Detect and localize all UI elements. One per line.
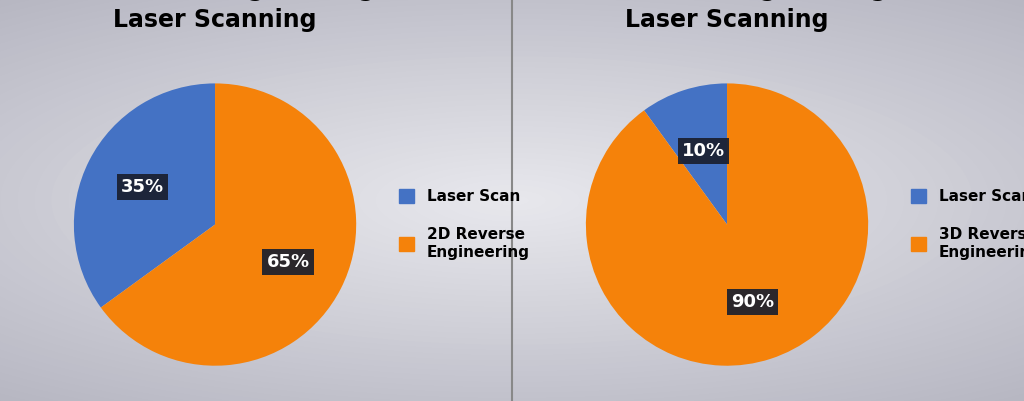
Legend: Laser Scan, 2D Reverse
Engineering: Laser Scan, 2D Reverse Engineering: [399, 189, 529, 260]
Ellipse shape: [136, 83, 888, 318]
Wedge shape: [644, 83, 727, 225]
Ellipse shape: [102, 72, 922, 329]
Legend: Laser Scan, 3D Reverse
Engineering: Laser Scan, 3D Reverse Engineering: [911, 189, 1024, 260]
Text: 10%: 10%: [682, 142, 725, 160]
Ellipse shape: [307, 136, 717, 265]
Ellipse shape: [273, 126, 751, 275]
Ellipse shape: [427, 174, 597, 227]
Ellipse shape: [495, 195, 529, 206]
Ellipse shape: [0, 8, 1024, 393]
Ellipse shape: [0, 35, 1024, 366]
Ellipse shape: [256, 120, 768, 281]
Ellipse shape: [34, 51, 990, 350]
Title: 2D Reverse Engineering
Laser Scanning: 2D Reverse Engineering Laser Scanning: [55, 0, 375, 32]
Ellipse shape: [222, 109, 802, 292]
Wedge shape: [100, 83, 356, 366]
Ellipse shape: [51, 56, 973, 345]
Ellipse shape: [0, 3, 1024, 398]
Ellipse shape: [341, 147, 683, 254]
Ellipse shape: [171, 93, 853, 308]
Text: 35%: 35%: [121, 178, 164, 196]
Ellipse shape: [290, 131, 734, 270]
Text: 65%: 65%: [266, 253, 309, 271]
Ellipse shape: [120, 77, 904, 324]
Ellipse shape: [478, 190, 546, 211]
Ellipse shape: [205, 104, 819, 297]
Wedge shape: [586, 83, 868, 366]
Ellipse shape: [239, 115, 785, 286]
Ellipse shape: [376, 158, 648, 243]
Ellipse shape: [443, 179, 581, 222]
Ellipse shape: [0, 29, 1024, 372]
Ellipse shape: [69, 61, 955, 340]
Ellipse shape: [461, 184, 563, 217]
Ellipse shape: [85, 67, 939, 334]
Ellipse shape: [154, 88, 870, 313]
Ellipse shape: [0, 24, 1024, 377]
Ellipse shape: [392, 163, 632, 238]
Ellipse shape: [358, 152, 666, 249]
Ellipse shape: [187, 99, 837, 302]
Ellipse shape: [0, 19, 1024, 382]
Ellipse shape: [0, 40, 1024, 361]
Ellipse shape: [0, 13, 1024, 388]
Ellipse shape: [410, 168, 614, 233]
Ellipse shape: [325, 142, 699, 259]
Title: 3D Reverse Engineering
Laser Scanning: 3D Reverse Engineering Laser Scanning: [567, 0, 887, 32]
Text: 90%: 90%: [731, 294, 774, 312]
Ellipse shape: [17, 45, 1007, 356]
Wedge shape: [74, 83, 215, 308]
